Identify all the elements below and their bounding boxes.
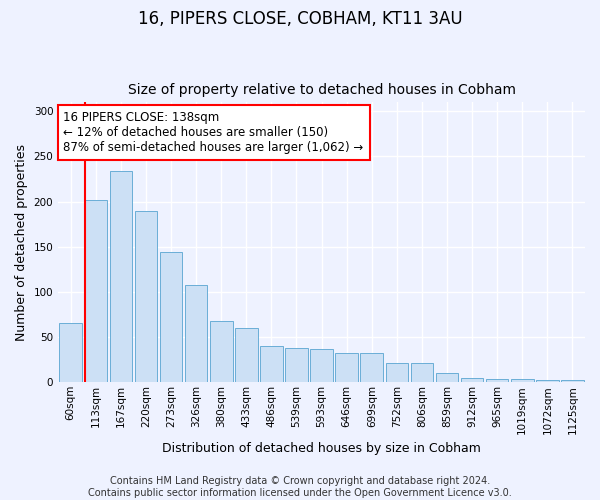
Bar <box>110 171 132 382</box>
Bar <box>85 200 107 382</box>
Text: 16, PIPERS CLOSE, COBHAM, KT11 3AU: 16, PIPERS CLOSE, COBHAM, KT11 3AU <box>137 10 463 28</box>
Text: 16 PIPERS CLOSE: 138sqm
← 12% of detached houses are smaller (150)
87% of semi-d: 16 PIPERS CLOSE: 138sqm ← 12% of detache… <box>64 110 364 154</box>
Bar <box>386 363 408 382</box>
Bar <box>511 378 533 382</box>
Bar <box>160 252 182 382</box>
Y-axis label: Number of detached properties: Number of detached properties <box>15 144 28 340</box>
Bar <box>235 328 257 382</box>
Bar <box>461 378 484 382</box>
Bar <box>335 354 358 382</box>
Text: Contains HM Land Registry data © Crown copyright and database right 2024.
Contai: Contains HM Land Registry data © Crown c… <box>88 476 512 498</box>
Title: Size of property relative to detached houses in Cobham: Size of property relative to detached ho… <box>128 83 515 97</box>
Bar <box>185 284 208 382</box>
Bar <box>410 363 433 382</box>
Bar <box>260 346 283 382</box>
Bar <box>361 354 383 382</box>
Bar <box>134 210 157 382</box>
X-axis label: Distribution of detached houses by size in Cobham: Distribution of detached houses by size … <box>162 442 481 455</box>
Bar <box>436 373 458 382</box>
Bar <box>536 380 559 382</box>
Bar <box>210 321 233 382</box>
Bar <box>285 348 308 382</box>
Bar <box>561 380 584 382</box>
Bar <box>59 324 82 382</box>
Bar <box>486 378 508 382</box>
Bar <box>310 348 333 382</box>
